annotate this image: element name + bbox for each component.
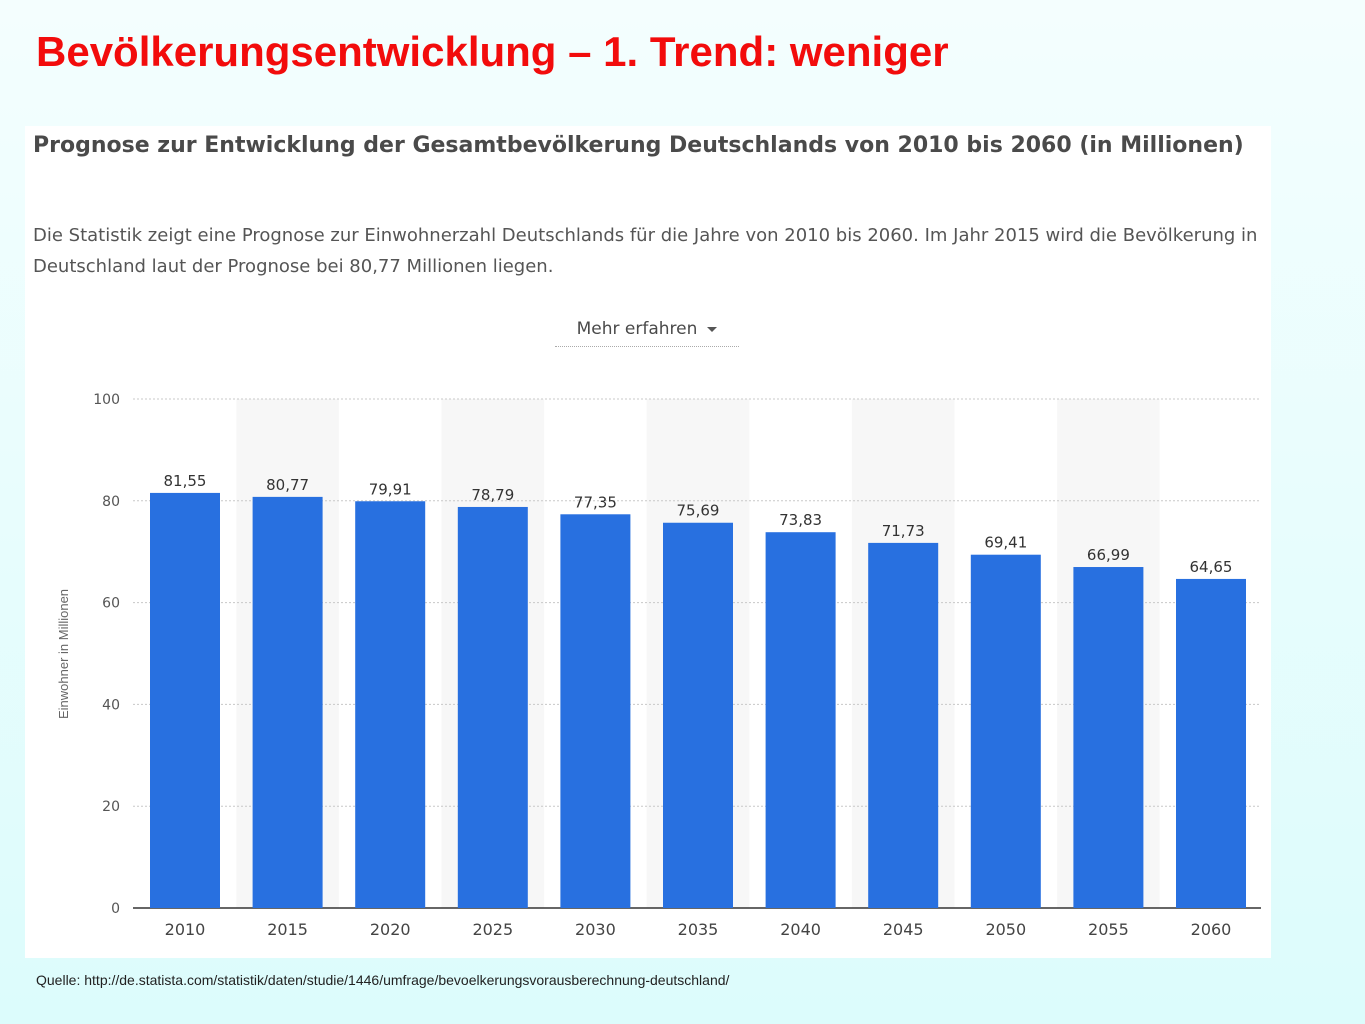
chart-description: Die Statistik zeigt eine Prognose zur Ei… [33, 225, 1258, 277]
source-note: Quelle: http://de.statista.com/statistik… [36, 972, 730, 988]
x-tick-label: 2010 [165, 920, 206, 939]
bar-value-label: 64,65 [1190, 558, 1233, 576]
y-tick-label: 40 [102, 697, 120, 713]
x-tick-label: 2050 [985, 920, 1026, 939]
bar [150, 492, 220, 908]
y-tick-label: 100 [93, 392, 120, 408]
bar [1073, 567, 1144, 908]
bar-value-label: 79,91 [369, 480, 412, 498]
y-axis-title: Einwohner in Millionen [56, 589, 71, 719]
y-tick-label: 20 [102, 799, 120, 815]
x-tick-label: 2030 [575, 920, 616, 939]
x-tick-label: 2025 [472, 920, 513, 939]
x-tick-label: 2020 [370, 920, 411, 939]
x-tick-label: 2045 [883, 920, 924, 939]
bar [252, 496, 323, 908]
bar-value-label: 66,99 [1087, 546, 1130, 564]
x-tick-label: 2015 [267, 920, 308, 939]
caret-down-icon [707, 326, 718, 332]
bar-value-label: 81,55 [164, 472, 207, 490]
x-tick-label: 2035 [678, 920, 719, 939]
y-tick-label: 60 [102, 596, 120, 612]
x-tick-label: 2040 [780, 920, 821, 939]
bar [457, 506, 528, 908]
bar [663, 522, 733, 908]
y-tick-label: 0 [111, 901, 120, 917]
x-tick-label: 2060 [1191, 920, 1232, 939]
bar-value-label: 75,69 [677, 502, 720, 520]
bar-value-label: 71,73 [882, 522, 925, 540]
slide-title: Bevölkerungsentwicklung – 1. Trend: weni… [36, 28, 949, 75]
y-tick-label: 80 [102, 494, 120, 510]
bar-value-label: 73,83 [779, 511, 822, 529]
more-info-button[interactable]: Mehr erfahren [555, 312, 739, 347]
bar [560, 514, 631, 908]
bar-value-label: 69,41 [984, 534, 1027, 552]
chart-title: Prognose zur Entwicklung der Gesamtbevöl… [33, 133, 1244, 158]
x-tick-label: 2055 [1088, 920, 1129, 939]
bar [1176, 578, 1246, 908]
bar-value-label: 78,79 [471, 486, 514, 504]
bar [765, 532, 836, 908]
bar [355, 501, 426, 908]
bar-value-label: 77,35 [574, 493, 617, 511]
bar-value-label: 80,77 [266, 476, 309, 494]
bar [970, 554, 1041, 908]
more-info-label: Mehr erfahren [576, 319, 698, 339]
bar [868, 542, 939, 908]
